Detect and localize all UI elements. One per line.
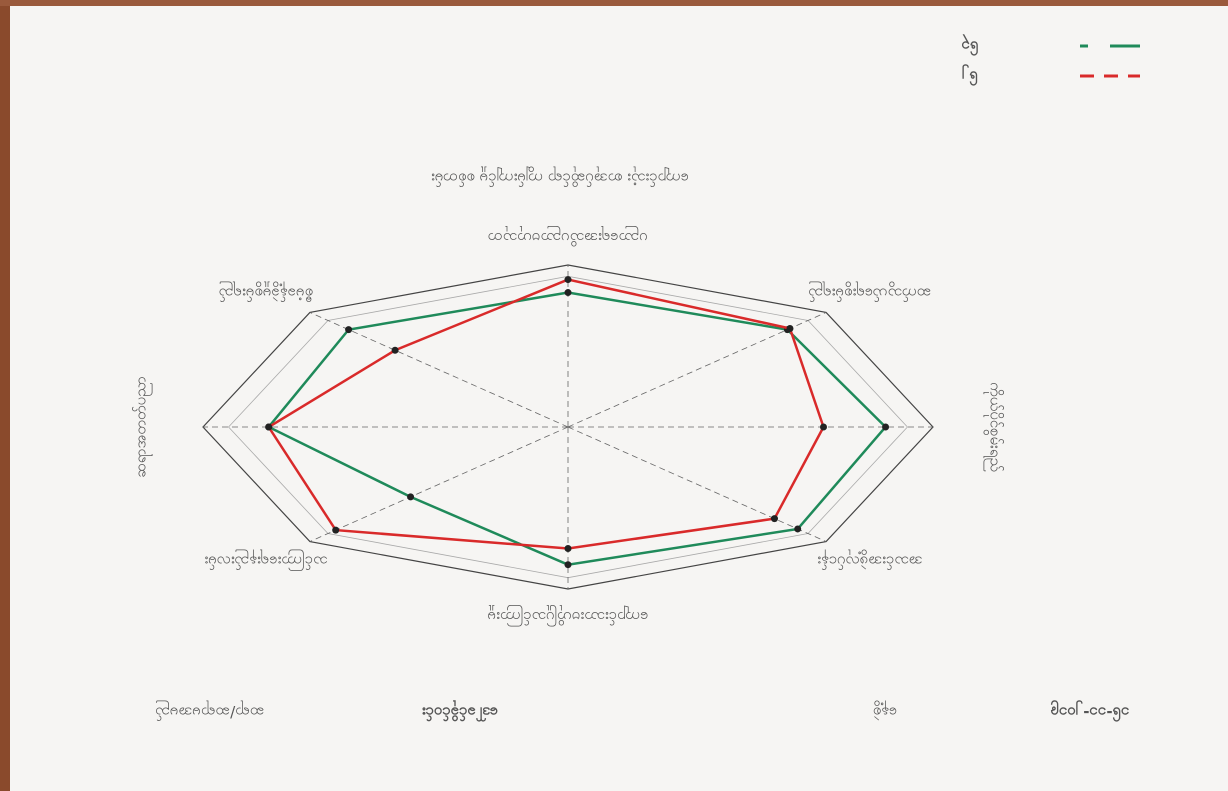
data-point [565, 545, 572, 552]
data-point [392, 347, 399, 354]
data-point [565, 561, 572, 568]
data-point [786, 325, 793, 332]
category-label: ကိုယ်ပိုင်စွမ်းရည် [984, 382, 1005, 472]
data-point [407, 493, 414, 500]
data-point [332, 527, 339, 534]
data-point [345, 326, 352, 333]
category-label: အသင်းအဖွဲ့လုပ်ငန်း [817, 550, 922, 571]
data-point [265, 424, 272, 431]
data-point [794, 525, 801, 532]
footer-date-label: နေ့စွဲ [873, 701, 897, 722]
paper [0, 0, 1228, 791]
category-label: ကျောင်းသားဗဟိုပြုသင်ကြားမှု [488, 605, 649, 627]
data-point [565, 276, 572, 283]
footer-name-label: ဆရာ/ဆရာမအမည် [155, 701, 264, 722]
data-point [882, 424, 889, 431]
chart: ကျောင်းသုံး စာအုပ်ဆိုင်ရာ ကျွမ်းကျင်မှု … [0, 0, 1228, 791]
category-label: ဆရာအတတ်ပညာ [131, 376, 152, 477]
category-label: စီမံခန့်ခွဲမှုစွမ်းရည် [219, 281, 313, 302]
page: {"chart_data": {"type": "radar", "title"… [0, 0, 1228, 791]
category-label: ပညာရေးအသိပညာဗဟုသုတ [488, 226, 648, 247]
paper-edge [0, 0, 1228, 6]
data-point [820, 424, 827, 431]
paper-edge [0, 0, 10, 791]
category-label: ဆက်သွယ်ရေးစွမ်းရည် [809, 281, 932, 302]
data-point [565, 289, 572, 296]
category-label: သင်ကြားရေးနည်းလမ်း [204, 550, 327, 572]
data-point [771, 515, 778, 522]
